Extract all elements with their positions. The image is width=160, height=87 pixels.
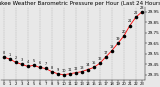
Point (8, 58, 11, 60)
Point (20, 64, 23, 65)
Point (116, 43, 119, 44)
Point (128, 25, 131, 26)
Point (14, 62, 17, 63)
Point (80, 71, 83, 72)
Point (2, 56, 5, 58)
Point (111, 50, 113, 51)
Text: 12: 12 (73, 67, 78, 71)
Text: 11: 11 (68, 68, 72, 72)
Point (135, 16, 137, 18)
Text: 20: 20 (122, 30, 126, 34)
Text: 18: 18 (110, 45, 114, 49)
Text: 15: 15 (92, 61, 96, 65)
Point (44, 68, 47, 69)
Point (141, 11, 143, 13)
Point (56, 73, 59, 74)
Text: 9: 9 (57, 68, 59, 72)
Point (50, 71, 53, 72)
Point (123, 35, 125, 37)
Point (86, 69, 89, 70)
Point (104, 56, 107, 58)
Text: 0: 0 (3, 51, 5, 55)
Text: 22: 22 (134, 11, 138, 15)
Text: 8: 8 (51, 66, 53, 70)
Text: 10: 10 (61, 69, 66, 73)
Point (38, 67, 41, 68)
Text: 17: 17 (104, 51, 108, 55)
Title: Milwaukee Weather Barometric Pressure per Hour (Last 24 Hours): Milwaukee Weather Barometric Pressure pe… (0, 1, 160, 6)
Text: 6: 6 (39, 61, 41, 65)
Text: 23: 23 (140, 6, 144, 10)
Point (32, 65, 35, 66)
Text: 4: 4 (27, 60, 29, 64)
Text: 19: 19 (116, 37, 120, 41)
Text: 1: 1 (8, 53, 11, 57)
Text: 21: 21 (128, 19, 132, 23)
Point (26, 66, 29, 67)
Point (62, 74, 65, 76)
Text: 5: 5 (32, 59, 35, 63)
Point (68, 73, 71, 74)
Text: 14: 14 (85, 63, 90, 67)
Text: 2: 2 (15, 56, 17, 60)
Text: 3: 3 (20, 58, 23, 62)
Text: 16: 16 (98, 57, 102, 61)
Text: 7: 7 (45, 62, 47, 66)
Text: 13: 13 (80, 66, 84, 70)
Point (99, 63, 101, 64)
Point (92, 67, 95, 68)
Point (74, 72, 77, 73)
